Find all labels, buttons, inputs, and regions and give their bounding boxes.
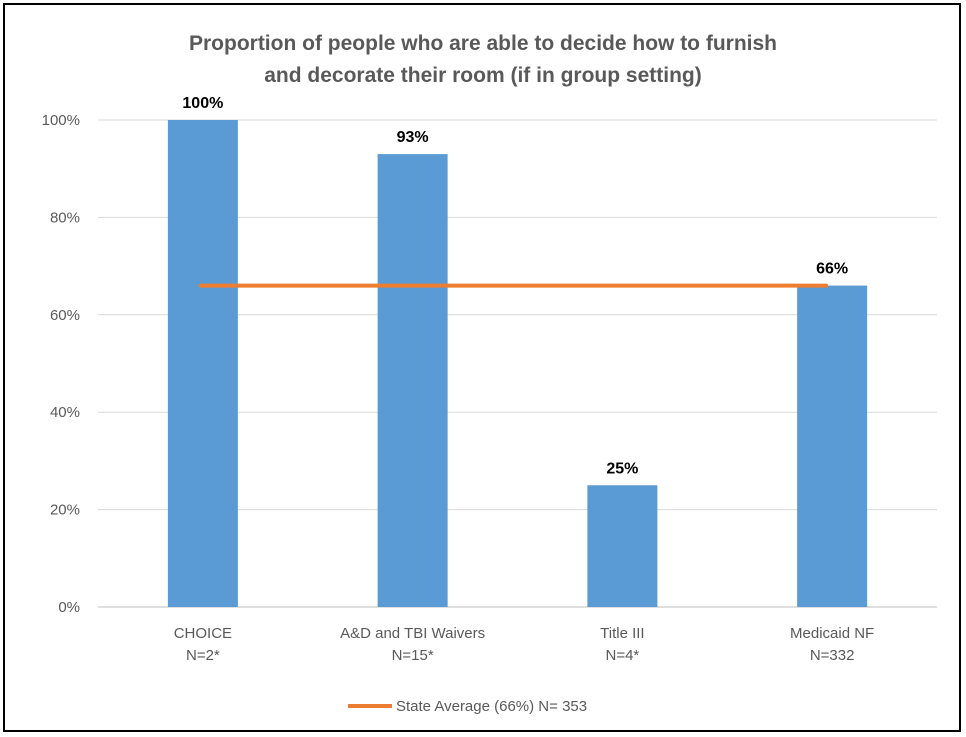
x-tick-label-2-line-1: N=4* — [605, 647, 639, 664]
legend-label: State Average (66%) N= 353 — [396, 698, 587, 715]
x-tick-label-1-line-1: N=15* — [392, 647, 434, 664]
bar-2 — [587, 485, 658, 607]
x-tick-label-3-line-0: Medicaid NF — [790, 625, 874, 642]
y-tick-label-40: 40% — [50, 404, 80, 421]
bar-1 — [377, 154, 448, 607]
data-label-0: 100% — [182, 95, 223, 112]
y-tick-label-100: 100% — [42, 112, 80, 129]
y-axis-tick-labels: 0% 20% 40% 60% 80% 100% — [42, 112, 80, 616]
y-tick-label-20: 20% — [50, 502, 80, 519]
x-axis-tick-labels: CHOICE N=2* A&D and TBI Waivers N=15* Title … — [174, 625, 875, 664]
chart-title: Proportion of people who are able to dec… — [0, 28, 966, 92]
chart-title-line-2: and decorate their room (if in group set… — [264, 64, 702, 87]
x-tick-label-2-line-0: Title III — [600, 625, 644, 642]
data-label-1: 93% — [397, 129, 429, 146]
x-tick-label-1-line-0: A&D and TBI Waivers — [340, 625, 485, 642]
x-tick-label-0-line-1: N=2* — [186, 647, 220, 664]
legend: State Average (66%) N= 353 — [348, 698, 587, 715]
bar-3 — [797, 285, 868, 607]
x-tick-label-0-line-0: CHOICE — [174, 625, 232, 642]
y-tick-label-60: 60% — [50, 307, 80, 324]
data-label-2: 25% — [606, 460, 638, 477]
y-tick-label-80: 80% — [50, 209, 80, 226]
chart-title-line-1: Proportion of people who are able to dec… — [188, 32, 778, 55]
data-labels: 100% 93% 25% 66% — [182, 95, 848, 477]
y-tick-label-0: 0% — [58, 599, 80, 616]
x-tick-label-3-line-1: N=332 — [810, 647, 855, 664]
data-label-3: 66% — [816, 261, 848, 278]
bar-0 — [167, 120, 238, 607]
bars — [167, 120, 868, 607]
